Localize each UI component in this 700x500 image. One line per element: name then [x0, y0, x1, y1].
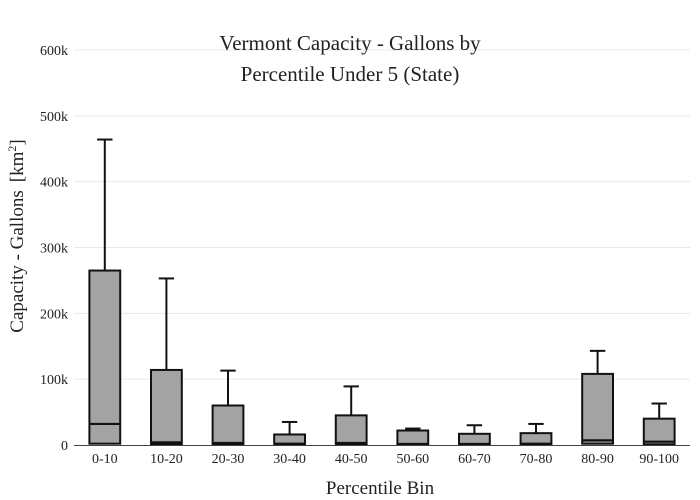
box-body-80-90 [581, 372, 615, 445]
box-90-100 [642, 402, 676, 446]
x-axis-title: Percentile Bin [326, 478, 435, 499]
y-tick-label-1: 100k [40, 373, 68, 388]
y-axis-unit-superscript: 2 [5, 146, 19, 152]
box-60-70 [458, 424, 491, 446]
x-tick-label-30-40: 30-40 [273, 452, 306, 467]
y-axis-unit-close: ] [7, 139, 28, 145]
y-tick-label-4: 400k [40, 176, 68, 191]
box-0-10 [88, 138, 122, 445]
y-tick-label-3: 300k [40, 242, 68, 257]
box-80-90 [581, 349, 615, 445]
y-tick-label-6: 600k [40, 44, 68, 59]
box-series [88, 138, 676, 446]
x-tick-label-20-30: 20-30 [212, 452, 245, 467]
box-30-40 [273, 420, 307, 446]
chart-title-line-1: Vermont Capacity - Gallons by [219, 31, 481, 55]
box-10-20 [150, 277, 183, 446]
box-body-40-50 [334, 414, 368, 446]
box-body-50-60 [396, 429, 430, 446]
x-tick-label-80-90: 80-90 [581, 452, 614, 467]
box-50-60 [396, 427, 430, 446]
box-body-10-20 [150, 368, 183, 446]
y-axis-title-text: Capacity - Gallons [7, 190, 28, 332]
y-tick-label-0: 0 [61, 439, 68, 454]
box-20-30 [211, 369, 245, 446]
x-tick-label-70-80: 70-80 [520, 452, 553, 467]
x-tick-label-10-20: 10-20 [150, 452, 183, 467]
box-body-90-100 [642, 417, 676, 446]
x-tick-label-0-10: 0-10 [92, 452, 118, 467]
x-tick-label-60-70: 60-70 [458, 452, 491, 467]
box-70-80 [519, 422, 553, 446]
box-body-20-30 [211, 404, 245, 446]
y-axis-ticks: 0 100k 200k 300k 400k 500k 600k [40, 44, 68, 454]
x-axis-ticks: 0-10 10-20 20-30 30-40 40-50 50-60 60-70 70-80 8… [92, 452, 679, 467]
x-tick-label-50-60: 50-60 [396, 452, 429, 467]
y-tick-label-2: 200k [40, 307, 68, 322]
x-tick-label-90-100: 90-100 [639, 452, 679, 467]
box-40-50 [334, 385, 368, 446]
chart-title-line-2: Percentile Under 5 (State) [241, 62, 460, 86]
x-tick-label-40-50: 40-50 [335, 452, 368, 467]
y-tick-label-5: 500k [40, 110, 68, 125]
y-axis-unit: [km [7, 151, 28, 182]
box-body-0-10 [88, 269, 122, 445]
y-axis-title: Capacity - Gallons [km2] [5, 139, 28, 332]
